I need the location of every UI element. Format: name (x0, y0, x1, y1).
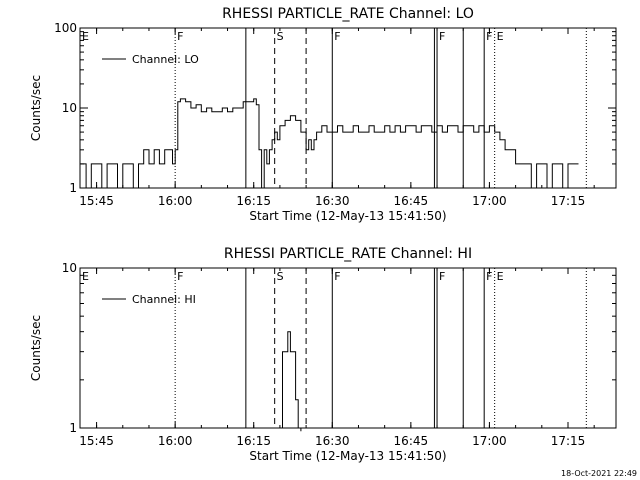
x-tick-label: 16:00 (158, 434, 193, 448)
x-tick-label: 17:15 (551, 434, 586, 448)
x-tick-label: 16:15 (236, 434, 271, 448)
annotation-flag: F (439, 30, 445, 43)
annotation-flag: S (277, 270, 284, 283)
x-tick-label: 17:00 (472, 434, 507, 448)
x-tick-label: 16:30 (315, 434, 350, 448)
annotation-flag: E (497, 270, 504, 283)
annotation-flag: F (486, 30, 492, 43)
x-tick-label: 16:45 (394, 434, 429, 448)
annotation-flag: F (334, 30, 340, 43)
y-tick-label: 1 (69, 181, 77, 195)
annotation-flag: F (334, 270, 340, 283)
panel-lo-channel: RHESSI PARTICLE_RATE Channel: LO 15:45 16:… (29, 6, 617, 223)
creation-timestamp: 18-Oct-2021 22:49 (561, 469, 637, 478)
annotation-flag: F (439, 270, 445, 283)
x-tick-label: 15:45 (79, 194, 114, 208)
chart-title: RHESSI PARTICLE_RATE Channel: HI (224, 246, 472, 262)
annotation-flag: E (497, 30, 504, 43)
x-tick-label: 15:45 (79, 434, 114, 448)
annotation-flag: S (277, 30, 284, 43)
legend-label: Channel: HI (132, 293, 196, 306)
y-tick-label: 10 (62, 101, 77, 115)
annotation-flag: E (82, 270, 89, 283)
annotation-flag: F (177, 270, 183, 283)
annotation-flag: F (486, 270, 492, 283)
y-tick-label: 1 (69, 421, 77, 435)
x-axis-label: Start Time (12-May-13 15:41:50) (249, 209, 446, 223)
x-tick-label: 16:00 (158, 194, 193, 208)
x-axis-label: Start Time (12-May-13 15:41:50) (249, 449, 446, 463)
chart-title: RHESSI PARTICLE_RATE Channel: LO (222, 6, 474, 22)
x-tick-label: 17:15 (551, 194, 586, 208)
y-tick-label: 100 (54, 21, 77, 35)
y-axis-label: Counts/sec (29, 75, 43, 141)
legend-label: Channel: LO (132, 53, 199, 66)
series-line (80, 98, 579, 189)
y-axis-label: Counts/sec (29, 315, 43, 381)
x-tick-label: 16:15 (236, 194, 271, 208)
panel-hi-channel: RHESSI PARTICLE_RATE Channel: HI 15:45 16:… (29, 246, 617, 463)
x-tick-label: 16:45 (394, 194, 429, 208)
annotation-flag: E (82, 30, 89, 43)
plot-frame (79, 267, 617, 429)
x-tick-label: 16:30 (315, 194, 350, 208)
x-tick-label: 17:00 (472, 194, 507, 208)
annotation-flag: F (177, 30, 183, 43)
series-line (279, 331, 302, 432)
y-tick-label: 10 (62, 261, 77, 275)
